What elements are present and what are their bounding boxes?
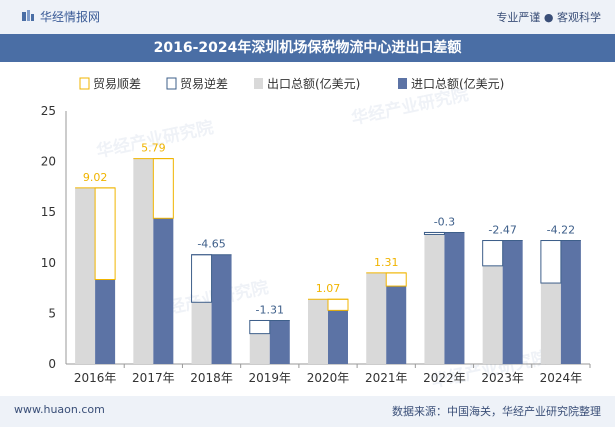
- y-tick-label: 10: [41, 256, 56, 270]
- legend-swatch-3: [254, 78, 263, 89]
- x-tick-label: 2017年: [132, 371, 175, 385]
- deficit-box: [191, 254, 213, 303]
- slogan: 专业严谨 ● 客观科学: [496, 11, 601, 24]
- surplus-box: [94, 187, 116, 280]
- balance-label: 9.02: [83, 171, 108, 184]
- balance-label: 5.79: [141, 142, 166, 155]
- x-tick-label: 2018年: [190, 371, 233, 385]
- x-tick-label: 2024年: [540, 371, 583, 385]
- chart-title: 2016-2024年深圳机场保税物流中心进出口差额: [153, 40, 462, 56]
- export-bar: [75, 187, 96, 364]
- y-tick-label: 5: [48, 306, 56, 320]
- y-tick-label: 25: [41, 104, 56, 118]
- legend-label-1: 贸易顺差: [93, 77, 141, 91]
- chart-area: 贸易顺差 贸易逆差 出口总额(亿美元) 进口总额(亿美元) 0 5 10 15 20 25 9.02…: [41, 76, 591, 385]
- x-tick-label: 2016年: [74, 371, 117, 385]
- y-tick-label: 0: [48, 357, 56, 371]
- export-bar: [249, 333, 270, 364]
- balance-label: 1.07: [316, 282, 341, 295]
- export-bar: [191, 302, 212, 364]
- import-bar: [269, 320, 290, 364]
- data-source: 数据来源：中国海关，华经产业研究院整理: [392, 405, 601, 418]
- export-bar: [308, 299, 328, 364]
- deficit-box: [249, 319, 271, 335]
- surplus-box: [385, 272, 407, 287]
- import-bar: [560, 240, 581, 364]
- export-bar: [424, 234, 445, 364]
- balance-label: -4.22: [547, 224, 575, 237]
- balance-label: -0.3: [434, 215, 455, 228]
- deficit-box: [482, 240, 504, 267]
- export-bar: [133, 158, 154, 364]
- y-tick-label: 15: [41, 205, 56, 219]
- top-banner: [0, 0, 615, 34]
- export-bar: [540, 283, 561, 364]
- x-tick-label: 2022年: [423, 371, 466, 385]
- surplus-box: [327, 298, 349, 311]
- x-tick-label: 2019年: [249, 371, 292, 385]
- import-bar: [502, 240, 523, 364]
- export-bar: [366, 272, 387, 364]
- export-bar: [482, 265, 503, 364]
- balance-label: -1.31: [256, 303, 284, 316]
- balance-label: -4.65: [197, 238, 225, 251]
- x-tick-label: 2020年: [307, 371, 350, 385]
- import-bar: [386, 286, 407, 364]
- balance-label: 1.31: [374, 256, 399, 269]
- surplus-box: [152, 158, 174, 219]
- import-bar: [211, 254, 232, 364]
- footer-bar: [0, 396, 615, 427]
- y-tick-label: 20: [41, 155, 56, 169]
- x-tick-label: 2023年: [481, 371, 524, 385]
- import-bar: [95, 279, 116, 364]
- deficit-box: [540, 240, 562, 284]
- footer-url[interactable]: www.huaon.com: [14, 403, 105, 416]
- x-tick-label: 2021年: [365, 371, 408, 385]
- import-bar: [328, 310, 348, 364]
- legend-swatch-1: [79, 77, 90, 90]
- legend-label-2: 贸易逆差: [180, 76, 228, 91]
- legend-swatch-2: [166, 77, 177, 90]
- legend-label-4: 进口总额(亿美元): [411, 76, 504, 91]
- brand-name: 华经情报网: [40, 10, 101, 24]
- brand-logo-icon: [22, 10, 34, 21]
- import-bar: [444, 232, 465, 364]
- balance-label: -2.47: [488, 224, 516, 237]
- legend-swatch-4: [398, 78, 407, 89]
- title-bar: [0, 34, 615, 62]
- legend-label-3: 出口总额(亿美元): [267, 76, 360, 91]
- import-bar: [153, 218, 174, 364]
